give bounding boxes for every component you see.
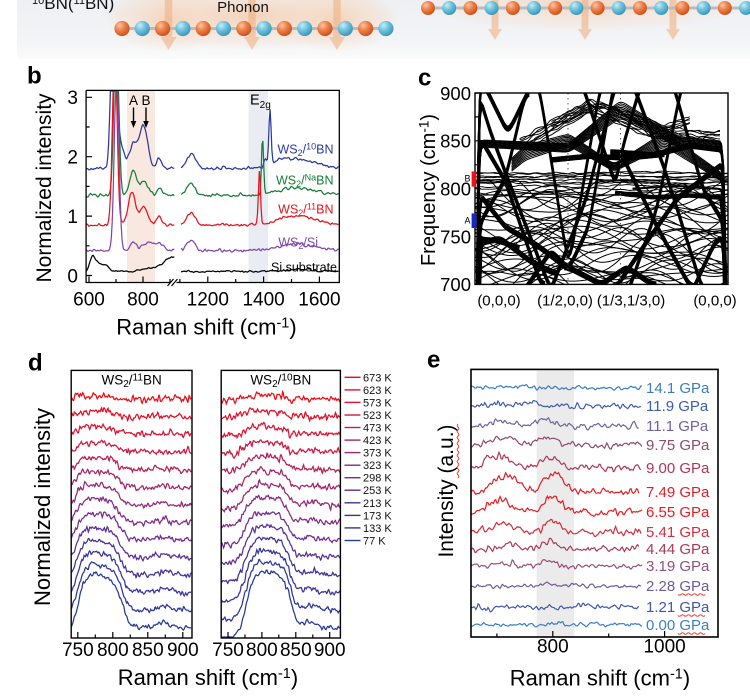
svg-text:0.00 GPa: 0.00 GPa (646, 617, 710, 634)
svg-text:800: 800 (440, 179, 471, 200)
svg-text:b: b (27, 63, 42, 90)
svg-text:(1/3,1/3,0): (1/3,1/3,0) (597, 293, 665, 310)
svg-text:10BN(11BN): 10BN(11BN) (32, 0, 114, 13)
svg-text:A: A (464, 216, 470, 226)
svg-text:77 K: 77 K (363, 536, 386, 548)
svg-text:Normalized intensity: Normalized intensity (33, 93, 56, 283)
svg-text:Raman shift (cm-1): Raman shift (cm-1) (116, 315, 296, 340)
svg-text:673 K: 673 K (363, 372, 392, 384)
svg-text:7.49 GPa: 7.49 GPa (646, 484, 710, 501)
svg-text:900: 900 (440, 83, 471, 104)
svg-text:750: 750 (62, 640, 94, 661)
svg-text:423 K: 423 K (363, 435, 392, 447)
svg-text:11.9 GPa: 11.9 GPa (646, 398, 709, 415)
svg-text:800: 800 (537, 637, 569, 658)
svg-text:14.1 GPa: 14.1 GPa (646, 380, 710, 397)
svg-text:750: 750 (440, 226, 471, 247)
svg-text:(0,0,0): (0,0,0) (693, 293, 736, 310)
svg-text:WS2/11BN: WS2/11BN (101, 373, 161, 391)
svg-text:623 K: 623 K (363, 385, 392, 397)
svg-text:3.19 GPa: 3.19 GPa (646, 558, 710, 575)
svg-text:2.28 GPa: 2.28 GPa (646, 578, 710, 595)
svg-text:2: 2 (67, 148, 78, 169)
svg-text:B: B (464, 174, 470, 184)
svg-text:0: 0 (67, 266, 78, 287)
svg-text:6.55 GPa: 6.55 GPa (646, 504, 710, 521)
svg-text:9.00 GPa: 9.00 GPa (646, 460, 710, 477)
svg-text:4.44 GPa: 4.44 GPa (646, 541, 710, 558)
svg-text:11.1 GPa: 11.1 GPa (646, 418, 709, 435)
svg-text:850: 850 (280, 640, 312, 661)
svg-text:(0,0,0): (0,0,0) (477, 293, 520, 310)
svg-text:800: 800 (97, 640, 129, 661)
svg-text:850: 850 (132, 640, 164, 661)
svg-text:3: 3 (67, 88, 78, 109)
svg-text:Normalized intensity: Normalized intensity (30, 408, 55, 606)
svg-text:473 K: 473 K (363, 423, 392, 435)
svg-text:Raman shift (cm-1): Raman shift (cm-1) (118, 665, 298, 690)
svg-text:700: 700 (440, 274, 471, 295)
svg-text:c: c (418, 65, 431, 92)
svg-text:900: 900 (314, 640, 346, 661)
svg-text:Phonon: Phonon (217, 0, 269, 16)
svg-text:523 K: 523 K (363, 410, 392, 422)
svg-text:173 K: 173 K (363, 510, 392, 522)
svg-text:1: 1 (67, 207, 78, 228)
svg-text:373 K: 373 K (363, 448, 392, 460)
svg-text:253 K: 253 K (363, 485, 392, 497)
svg-text:1.21 GPa: 1.21 GPa (646, 599, 710, 616)
svg-text:Si substrate: Si substrate (271, 261, 337, 275)
svg-text:WS2/10BN: WS2/10BN (277, 142, 333, 159)
svg-text:(1/2,0,0): (1/2,0,0) (537, 293, 593, 310)
svg-text:e: e (427, 347, 440, 374)
svg-text:1400: 1400 (242, 290, 284, 311)
svg-text:9.75 GPa: 9.75 GPa (646, 437, 710, 454)
svg-text:1200: 1200 (187, 290, 229, 311)
svg-text:Raman shift (cm-1): Raman shift (cm-1) (510, 666, 690, 691)
svg-text:B: B (141, 93, 150, 108)
svg-text:Frequency (cm-1): Frequency (cm-1) (417, 114, 441, 266)
svg-text:800: 800 (127, 290, 159, 311)
svg-text:WS2/11BN: WS2/11BN (278, 202, 333, 219)
svg-text:Intensity (a.u.): Intensity (a.u.) (435, 424, 458, 557)
svg-text:323 K: 323 K (363, 460, 392, 472)
svg-text:d: d (28, 350, 43, 377)
svg-text:WS2/10BN: WS2/10BN (250, 373, 311, 391)
svg-text:133 K: 133 K (363, 523, 392, 535)
svg-text:750: 750 (212, 640, 244, 661)
svg-text:5.41 GPa: 5.41 GPa (646, 524, 710, 541)
svg-text:WS2/NaBN: WS2/NaBN (276, 173, 334, 190)
svg-text:900: 900 (167, 640, 199, 661)
svg-text:298 K: 298 K (363, 473, 392, 485)
svg-text:213 K: 213 K (363, 498, 392, 510)
svg-text:1000: 1000 (643, 637, 685, 658)
svg-text:600: 600 (73, 290, 105, 311)
svg-text:800: 800 (246, 640, 278, 661)
svg-text:WS2/Si: WS2/Si (278, 236, 318, 252)
svg-text:850: 850 (440, 131, 471, 152)
svg-text:A: A (129, 93, 138, 108)
svg-text:573 K: 573 K (363, 397, 392, 409)
svg-text:1600: 1600 (298, 290, 340, 311)
